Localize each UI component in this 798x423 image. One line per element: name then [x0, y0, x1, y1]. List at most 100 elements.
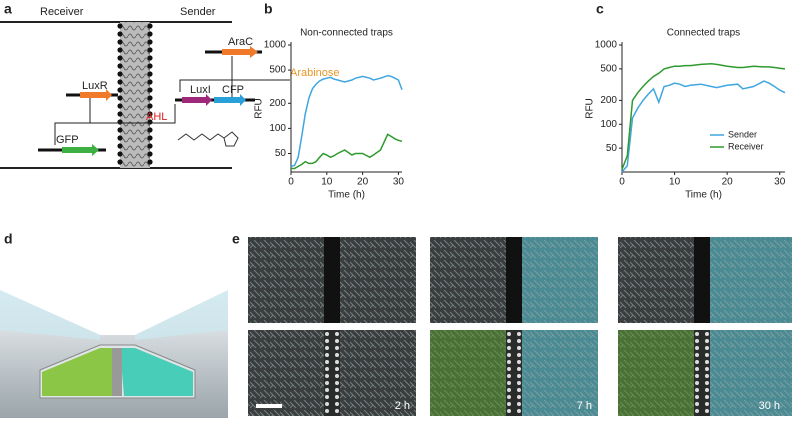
y-tick-label: 500	[269, 65, 286, 76]
y-axis-label: RFU	[254, 98, 265, 119]
pillar	[117, 55, 123, 61]
pillar	[147, 151, 153, 157]
pillar	[117, 151, 123, 157]
micrograph	[522, 330, 598, 416]
x-tick-label: 0	[619, 177, 625, 188]
pillar	[695, 353, 699, 357]
cells-green	[618, 330, 694, 416]
pillar	[695, 332, 699, 336]
pillar	[147, 23, 153, 29]
x-tick-label: 10	[669, 177, 681, 188]
channel	[324, 330, 340, 416]
x-axis-label: Time (h)	[685, 190, 722, 201]
pillar	[695, 339, 699, 343]
micrograph	[340, 330, 416, 416]
pillar	[705, 332, 709, 336]
gene	[182, 94, 212, 106]
pillar	[507, 381, 511, 385]
pillar	[335, 360, 339, 364]
pillar	[507, 395, 511, 399]
y-axis-label: RFU	[585, 98, 596, 119]
pillar	[117, 79, 123, 85]
pillar	[325, 374, 329, 378]
pillar	[517, 346, 521, 350]
x-tick-label: 20	[722, 177, 734, 188]
pillars	[117, 23, 153, 165]
label: LuxI	[190, 84, 211, 96]
pillar	[147, 47, 153, 53]
pillar	[117, 135, 123, 141]
time-label: 2 h	[395, 400, 410, 412]
pillar	[705, 367, 709, 371]
pillar	[507, 353, 511, 357]
pillar	[147, 63, 153, 69]
pillar	[335, 388, 339, 392]
channel	[506, 330, 522, 416]
x-tick-label: 10	[321, 177, 333, 188]
pillar	[695, 395, 699, 399]
pillar	[705, 402, 709, 406]
pillar	[517, 409, 521, 413]
x-tick-label: 30	[393, 177, 405, 188]
pillar	[517, 353, 521, 357]
y-tick-label: 100	[269, 123, 286, 134]
series-line	[621, 80, 786, 173]
series-line	[291, 133, 403, 170]
x-axis-label: Time (h)	[328, 190, 365, 201]
time-label: 7 h	[577, 400, 592, 412]
pillar	[117, 63, 123, 69]
pillar	[517, 374, 521, 378]
pillar	[117, 159, 123, 165]
pillar	[117, 119, 123, 125]
gene	[222, 46, 258, 58]
time-label: 30 h	[759, 400, 780, 412]
pillar	[695, 409, 699, 413]
pillar	[517, 360, 521, 364]
panel-a: a Receiver Sender AraC Arabinose LuxI CF…	[0, 1, 340, 169]
pillar	[147, 127, 153, 133]
pillar	[147, 39, 153, 45]
legend-label: Sender	[728, 129, 757, 139]
micrograph	[522, 237, 598, 323]
pillar	[117, 71, 123, 77]
channel	[0, 290, 100, 340]
pillar	[517, 332, 521, 336]
pillar	[335, 409, 339, 413]
channel	[135, 290, 228, 340]
micrograph	[710, 237, 792, 323]
pillar	[147, 95, 153, 101]
micrograph	[710, 330, 792, 416]
pillar	[705, 374, 709, 378]
pillar	[117, 23, 123, 29]
pillar	[517, 388, 521, 392]
pillar	[705, 360, 709, 364]
scale-bar	[256, 404, 282, 408]
label: Arabinose	[290, 67, 340, 79]
x-tick-label: 30	[774, 177, 786, 188]
pillar	[117, 47, 123, 53]
pillar	[147, 103, 153, 109]
pillar	[695, 374, 699, 378]
pillar	[335, 402, 339, 406]
pillar	[335, 374, 339, 378]
pillar	[147, 55, 153, 61]
cells-green	[42, 348, 115, 396]
membrane	[120, 22, 150, 168]
label: CFP	[222, 84, 244, 96]
pillar	[705, 395, 709, 399]
pillar	[517, 367, 521, 371]
arrow	[179, 56, 290, 98]
y-tick-label: 500	[600, 64, 617, 75]
micrograph	[618, 237, 694, 323]
pillar	[147, 31, 153, 37]
pillar	[705, 339, 709, 343]
pillar	[117, 111, 123, 117]
y-tick-label: 200	[269, 98, 286, 109]
pillar	[507, 339, 511, 343]
channel	[694, 330, 710, 416]
pillar	[335, 353, 339, 357]
molecule	[177, 131, 239, 147]
pillar	[147, 135, 153, 141]
pillar	[147, 111, 153, 117]
